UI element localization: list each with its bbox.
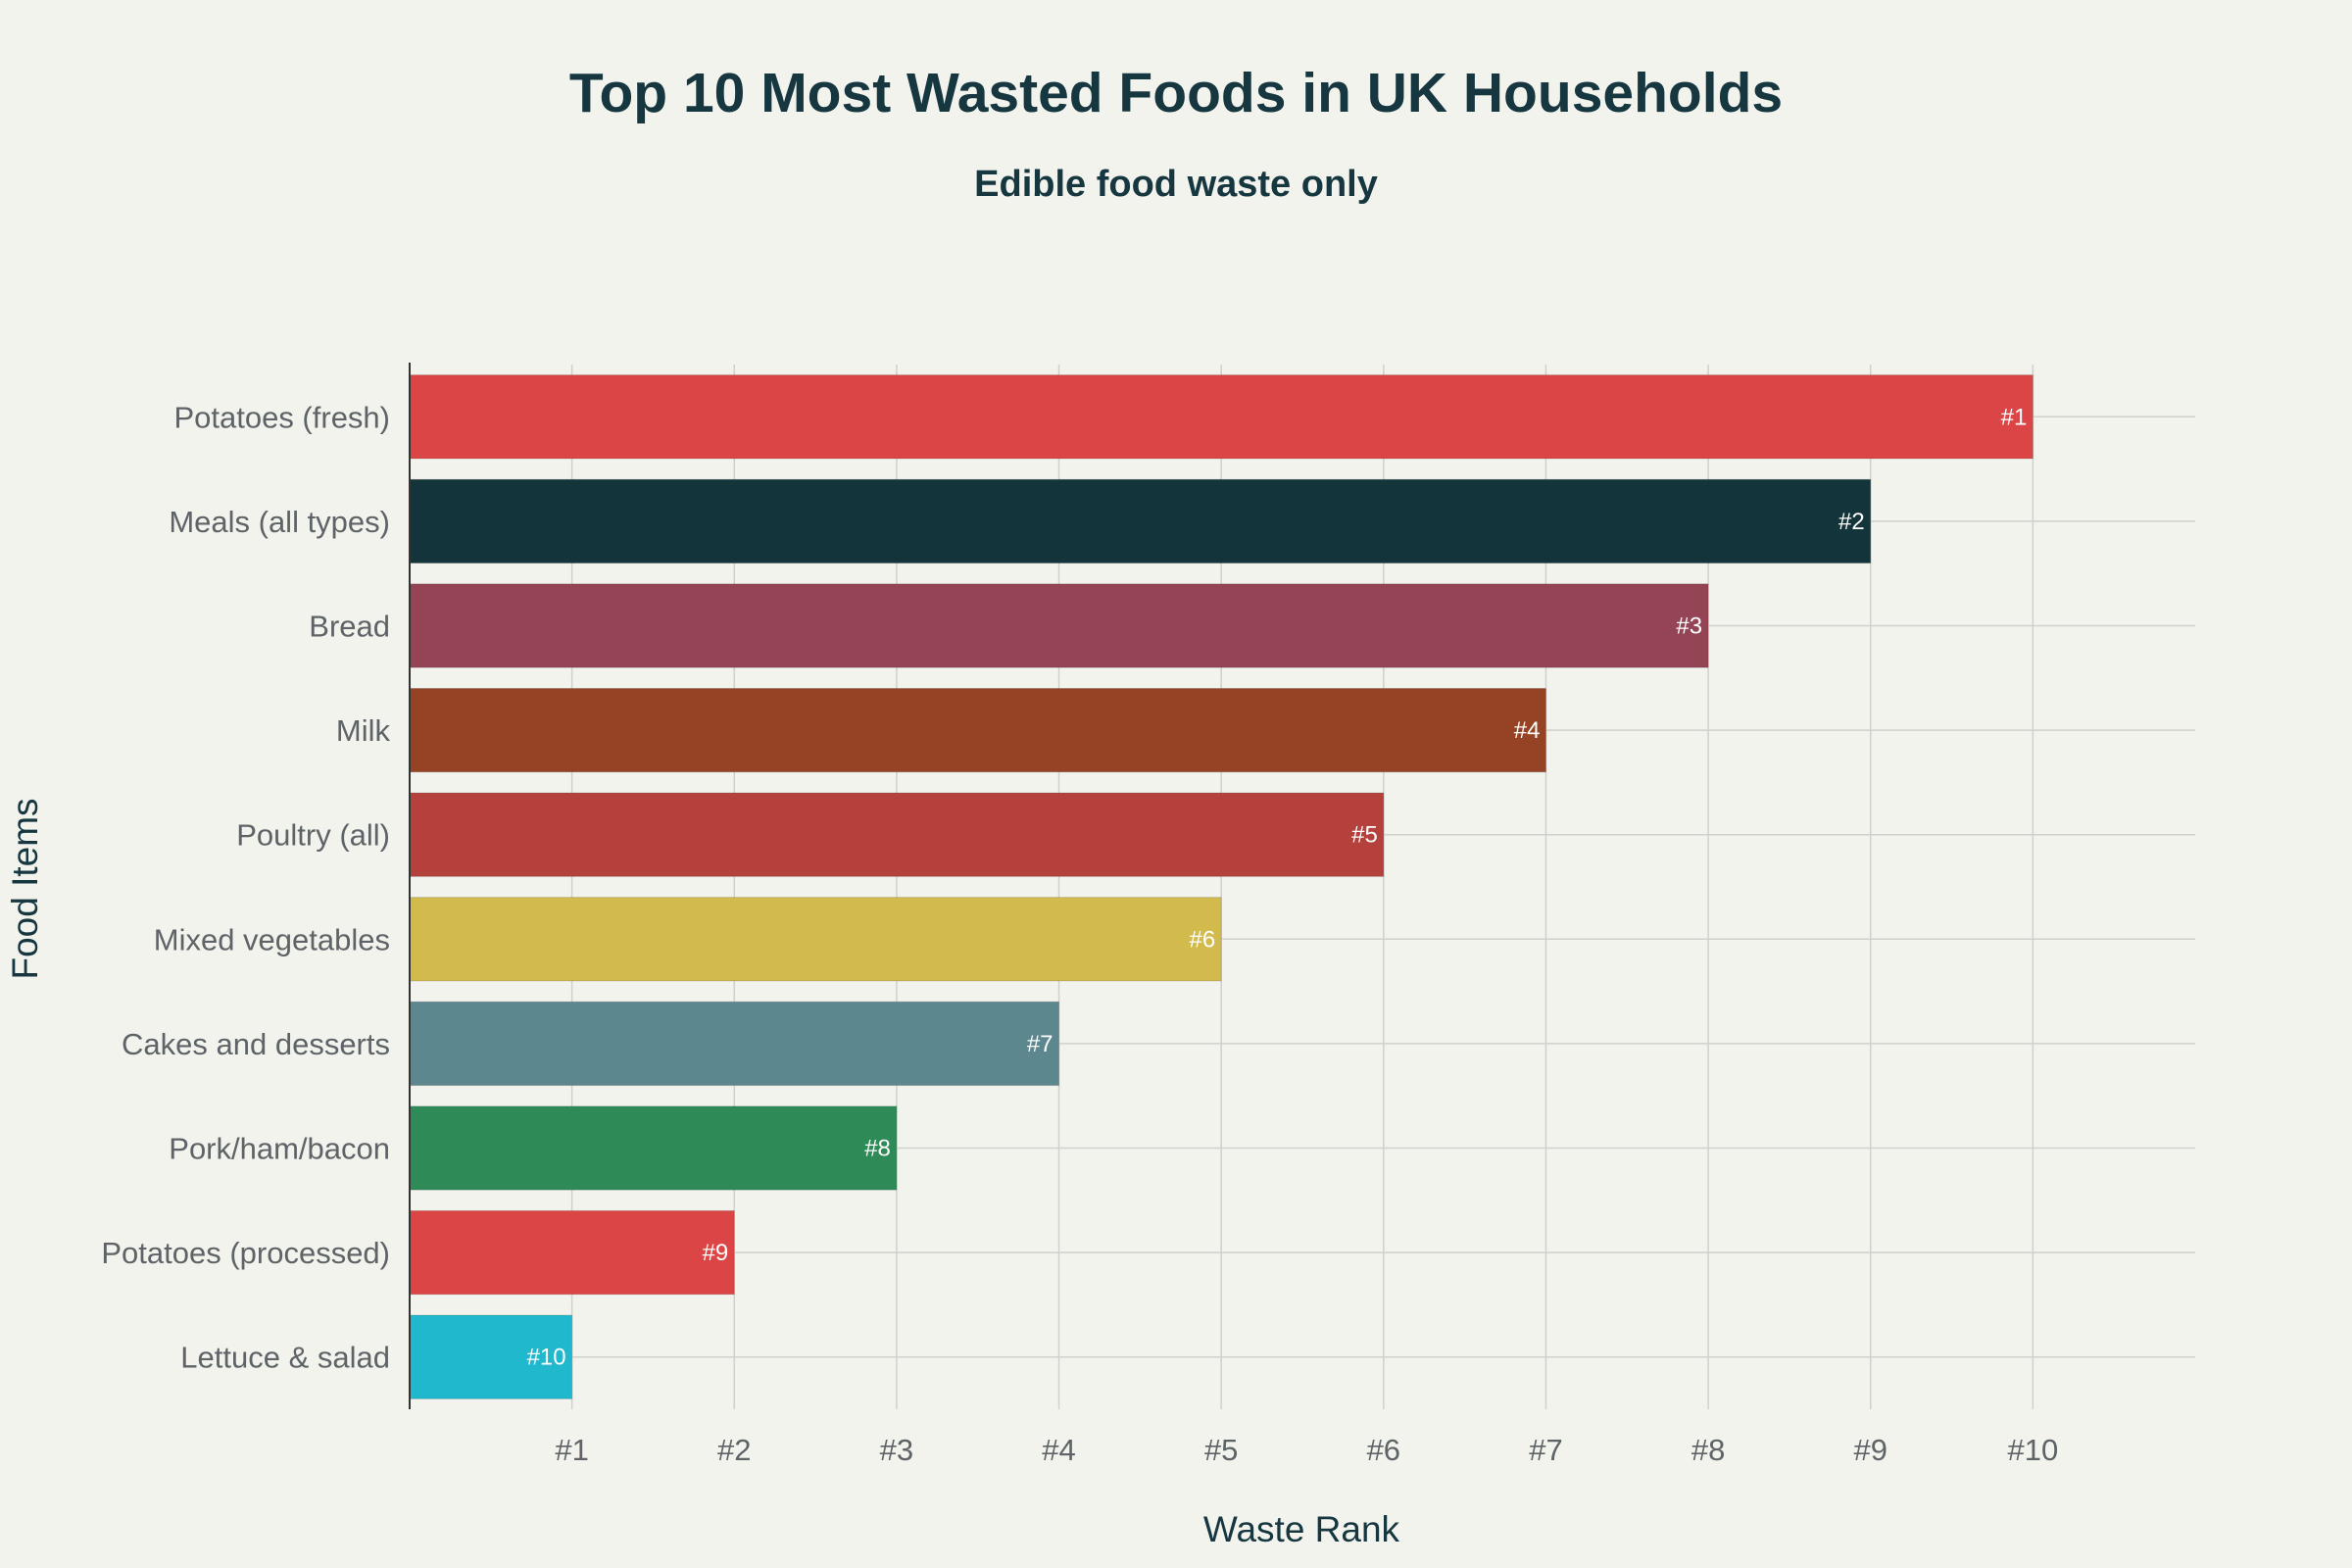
y-tick-label: Lettuce & salad	[180, 1341, 390, 1375]
bar	[409, 583, 1709, 668]
x-tick-label: #9	[1853, 1433, 1886, 1467]
y-tick-label: Bread	[309, 610, 390, 644]
bar	[409, 478, 1872, 564]
bar-value-label: #8	[864, 1136, 891, 1162]
bar	[409, 897, 1222, 982]
y-tick-label: Potatoes (processed)	[101, 1236, 390, 1270]
y-tick-label: Milk	[336, 713, 391, 748]
bar	[409, 374, 2034, 460]
x-tick-label: #3	[880, 1433, 913, 1467]
bar-value-label: #3	[1676, 613, 1702, 640]
bar	[409, 1001, 1060, 1087]
bar-value-label: #5	[1351, 822, 1378, 849]
bar	[409, 687, 1546, 773]
axes: #1 #2 #3 #4 #5 #6 #7 #8 #9 #10 Potatoes (fresh) Mea…	[101, 363, 2058, 1467]
bar-value-label: #7	[1027, 1031, 1054, 1057]
x-tick-label: #5	[1204, 1433, 1238, 1467]
y-tick-label: Mixed vegetables	[154, 922, 390, 956]
bar-value-label: #2	[1838, 509, 1865, 535]
bar-value-label: #10	[527, 1345, 566, 1371]
y-tick-label: Poultry (all)	[236, 818, 390, 853]
y-tick-label: Pork/ham/bacon	[169, 1132, 390, 1166]
x-axis-title: Waste Rank	[1203, 1509, 1400, 1549]
chart-subtitle: Edible food waste only	[974, 164, 1378, 205]
y-tick-label: Meals (all types)	[169, 505, 390, 539]
x-tick-label: #1	[555, 1433, 588, 1467]
x-tick-label: #2	[717, 1433, 751, 1467]
bar	[409, 1209, 735, 1296]
x-tick-label: #10	[2007, 1433, 2058, 1467]
bar-value-label: #9	[703, 1240, 729, 1266]
y-axis-title: Food Items	[5, 798, 45, 979]
bar	[409, 792, 1385, 877]
bar	[409, 1314, 573, 1399]
x-tick-label: #4	[1042, 1433, 1075, 1467]
chart-title: Top 10 Most Wasted Foods in UK Household…	[568, 62, 1784, 124]
bars: #1 #2 #3 #4 #5 #6 #7 #8 #9 #10	[409, 374, 2034, 1399]
bar-value-label: #1	[2001, 404, 2028, 430]
x-tick-label: #8	[1691, 1433, 1725, 1467]
bar-value-label: #6	[1189, 926, 1215, 953]
y-tick-label: Cakes and desserts	[122, 1027, 390, 1061]
bar	[409, 1105, 898, 1191]
x-tick-label: #7	[1529, 1433, 1562, 1467]
y-tick-label: Potatoes (fresh)	[173, 400, 390, 434]
x-tick-label: #6	[1367, 1433, 1400, 1467]
bar-value-label: #4	[1514, 717, 1541, 744]
